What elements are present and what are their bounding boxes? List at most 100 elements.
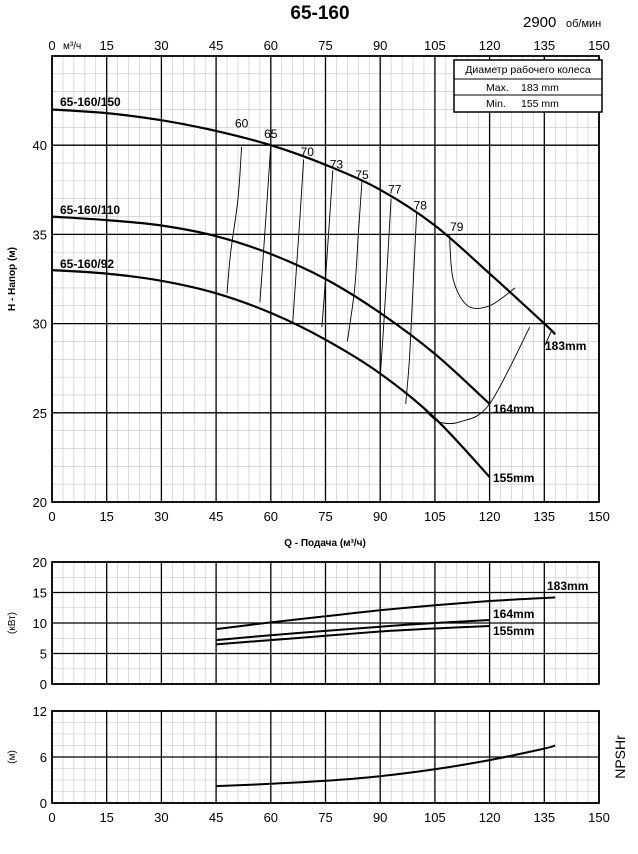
x-tick-label: 60 <box>264 810 278 825</box>
y-axis-title: H - Напор (м) <box>7 247 18 311</box>
efficiency-line <box>259 145 272 303</box>
y-tick-label: 20 <box>33 555 47 570</box>
efficiency-line <box>449 234 516 309</box>
x-tick-label: 30 <box>154 509 168 524</box>
x-tick-label: 135 <box>533 810 555 825</box>
efficiency-label: 77 <box>388 182 402 196</box>
x-top-tick-label: 90 <box>373 38 387 53</box>
efficiency-line <box>423 326 531 425</box>
efficiency-line <box>321 170 334 328</box>
x-tick-label: 0 <box>48 810 55 825</box>
legend-max-label: Max. <box>486 82 509 94</box>
plot-frame <box>51 561 600 685</box>
label-leader <box>544 330 553 346</box>
y-tick-label: 12 <box>33 704 47 719</box>
x-top-tick-label: 0 <box>48 38 55 53</box>
x-tick-label: 45 <box>209 810 223 825</box>
x-top-tick-label: 150 <box>588 38 610 53</box>
head-curve-name: 65-160/150 <box>60 95 121 109</box>
efficiency-line <box>346 180 363 342</box>
head-curve-name: 65-160/110 <box>60 203 120 217</box>
y-tick-label: 0 <box>40 677 47 692</box>
legend-min-value: 155 mm <box>521 98 559 110</box>
legend-title: Диаметр рабочего колеса <box>465 64 591 76</box>
head-curve-end-label: 155mm <box>493 471 534 485</box>
y-tick-label: 0 <box>40 796 47 811</box>
head-chart-panel: 0 15 30 45 60 75 90 105 120 135 150 0 15 30 45 60 75 90 10… <box>7 38 610 549</box>
x-tick-label: 75 <box>318 810 332 825</box>
y-tick-label: 35 <box>33 227 47 242</box>
x-top-tick-label: 135 <box>533 38 555 53</box>
x-tick-label: 105 <box>424 509 446 524</box>
power-curve-line <box>216 619 490 642</box>
x-top-tick-label: 120 <box>479 38 501 53</box>
power-chart-panel: 0 5 10 15 20 (кВт) 183mm 164mm 155mm <box>7 555 600 692</box>
x-top-tick-label: 60 <box>264 38 278 53</box>
plot-frame <box>51 55 600 503</box>
x-tick-label: 75 <box>318 509 332 524</box>
x-tick-label: 105 <box>424 810 446 825</box>
x-axis-title: Q - Подача (м³/ч) <box>284 538 366 549</box>
efficiency-label: 79 <box>450 220 464 234</box>
x-tick-label: 0 <box>48 509 55 524</box>
npsh-chart-panel: 0 15 30 45 60 75 90 105 120 135 150 0 6 12 (м) NPSHr <box>7 704 628 825</box>
npsh-side-label: NPSHr <box>612 735 628 779</box>
efficiency-line <box>405 211 418 404</box>
efficiency-label: 60 <box>235 116 249 130</box>
page-title: 65-160 <box>290 3 349 24</box>
head-curve-end-label: 164mm <box>493 402 534 416</box>
power-curve-label: 155mm <box>493 624 534 638</box>
x-top-tick-label: 15 <box>99 38 113 53</box>
efficiency-label: 65 <box>264 127 278 141</box>
speed-unit: об/мин <box>566 18 601 30</box>
head-curve-end-label: 183mm <box>545 339 586 353</box>
npsh-curve-line <box>216 744 556 788</box>
y-axis-title: (м) <box>7 750 18 764</box>
x-tick-label: 120 <box>479 810 501 825</box>
x-tick-label: 45 <box>209 509 223 524</box>
x-tick-label: 60 <box>264 509 278 524</box>
speed-value: 2900 <box>523 14 556 31</box>
head-curve-name: 65-160/92 <box>60 257 114 271</box>
power-curve-label: 164mm <box>493 607 534 621</box>
efficiency-line <box>226 146 243 294</box>
impeller-diameter-legend: Диаметр рабочего колеса Max. 183 mm Min.… <box>453 59 603 113</box>
y-tick-label: 30 <box>33 317 47 332</box>
y-axis-title: (кВт) <box>7 612 18 634</box>
efficiency-label: 78 <box>414 198 428 212</box>
y-tick-label: 40 <box>33 138 47 153</box>
x-top-tick-label: 45 <box>209 38 223 53</box>
y-tick-label: 20 <box>33 495 47 510</box>
head-curve-line <box>51 215 491 405</box>
efficiency-line <box>292 159 305 324</box>
x-tick-label: 120 <box>479 509 501 524</box>
x-top-tick-label: 75 <box>318 38 332 53</box>
x-tick-label: 15 <box>99 509 113 524</box>
x-tick-label: 150 <box>588 810 610 825</box>
y-tick-label: 5 <box>40 647 47 662</box>
power-curve-line <box>215 596 556 631</box>
plot-frame <box>51 710 600 804</box>
power-curve-line <box>216 625 490 646</box>
legend-max-value: 183 mm <box>521 82 559 94</box>
x-tick-label: 135 <box>533 509 555 524</box>
efficiency-label: 70 <box>301 145 315 159</box>
x-tick-label: 90 <box>373 509 387 524</box>
y-tick-label: 25 <box>33 406 47 421</box>
x-tick-label: 150 <box>588 509 610 524</box>
x-top-unit: м³/ч <box>63 41 81 52</box>
x-tick-label: 15 <box>99 810 113 825</box>
y-tick-label: 6 <box>40 750 47 765</box>
efficiency-label: 75 <box>355 168 369 182</box>
efficiency-line <box>379 198 392 378</box>
y-tick-label: 10 <box>33 616 47 631</box>
x-tick-label: 30 <box>154 810 168 825</box>
x-tick-label: 90 <box>373 810 387 825</box>
legend-min-label: Min. <box>486 98 506 110</box>
x-top-tick-label: 30 <box>154 38 168 53</box>
head-curve-line <box>51 269 491 478</box>
x-top-tick-label: 105 <box>424 38 446 53</box>
efficiency-label: 73 <box>330 157 344 171</box>
y-tick-label: 15 <box>33 586 47 601</box>
